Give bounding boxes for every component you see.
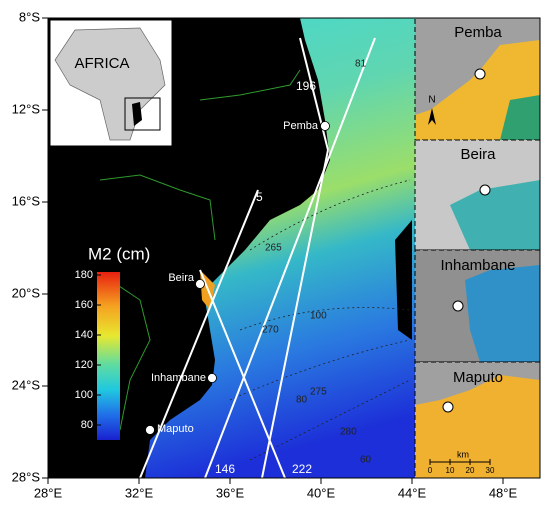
y-tick-label: 16°S xyxy=(12,193,41,208)
x-tick-label: 36°E xyxy=(216,485,245,500)
y-tick-label: 20°S xyxy=(12,285,41,300)
contour-label: 275 xyxy=(310,387,327,398)
colorbar-tick-label: 180 xyxy=(75,269,93,281)
mozambique xyxy=(132,102,142,126)
colorbar-tick-label: 80 xyxy=(81,419,93,431)
scale-tick-label: 20 xyxy=(466,466,475,475)
track-label: 81 xyxy=(355,59,367,70)
colorbar-title: M2 (cm) xyxy=(88,244,150,263)
scale-tick-label: 30 xyxy=(486,466,495,475)
north-arrow: N xyxy=(428,95,435,106)
map-frame xyxy=(47,17,541,479)
x-tick-label: 48°E xyxy=(489,485,518,500)
scale-bar: 0 10 20 30 xyxy=(428,459,495,475)
inset-pemba xyxy=(414,17,541,141)
city-label: Beira xyxy=(168,272,195,284)
y-tick-label: 28°S xyxy=(12,469,41,484)
inset-title: Beira xyxy=(460,146,496,163)
inset-title: Maputo xyxy=(453,369,503,386)
colorbar-tick-label: 120 xyxy=(75,359,93,371)
scale-tick-label: 0 xyxy=(428,466,433,475)
contour-label: 60 xyxy=(360,455,372,466)
inset-title: Inhambane xyxy=(440,257,515,274)
tracks xyxy=(139,37,376,479)
contour-label: 265 xyxy=(265,243,282,254)
track-label: 5 xyxy=(256,190,263,204)
contour-label: 280 xyxy=(340,427,357,438)
inset-title: Pemba xyxy=(454,24,502,41)
track-label: 146 xyxy=(215,462,235,476)
city-label: Inhambane xyxy=(151,372,206,384)
x-tick-label: 44°E xyxy=(398,485,427,500)
city-label: Pemba xyxy=(283,120,319,132)
x-tick-label: 40°E xyxy=(307,485,336,500)
inset-inhambane xyxy=(414,249,541,363)
track-label: 222 xyxy=(292,462,312,476)
y-tick-label: 12°S xyxy=(12,101,41,116)
inset-maputo xyxy=(414,361,541,479)
y-tick-label: 8°S xyxy=(19,9,40,24)
colorbar-ticks: 80 100 120 140 160 180 xyxy=(75,269,101,431)
contour-label: 80 xyxy=(296,395,308,406)
contour-label: 270 xyxy=(262,325,279,336)
colorbar-tick-label: 160 xyxy=(75,299,93,311)
contours xyxy=(229,179,411,461)
north-arrow-icon xyxy=(428,108,436,125)
colorbar-tick-label: 100 xyxy=(75,389,93,401)
track-label: 196 xyxy=(296,79,316,93)
axes: 28°E 32°E 36°E 40°E 44°E 48°E 8°S 12°S 16°S 20°S 2… xyxy=(12,9,518,500)
x-tick-label: 32°E xyxy=(125,485,154,500)
scale-tick-label: 10 xyxy=(446,466,455,475)
colorbar-tick-label: 140 xyxy=(75,329,93,341)
contour-label: 100 xyxy=(310,311,327,322)
colorbar xyxy=(97,272,120,440)
city-markers xyxy=(145,121,330,435)
scale-unit: km xyxy=(457,449,469,459)
city-label: Maputo xyxy=(157,423,194,435)
borders xyxy=(99,69,301,431)
x-tick-label: 28°E xyxy=(34,485,63,500)
y-tick-label: 24°S xyxy=(12,377,41,392)
locator-box xyxy=(124,97,161,131)
locator-label: AFRICA xyxy=(74,55,129,72)
